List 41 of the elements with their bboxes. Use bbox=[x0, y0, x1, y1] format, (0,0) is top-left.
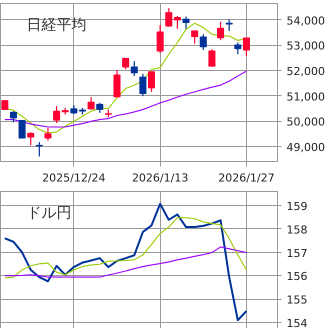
x-tick-label: 2026/1/27 bbox=[218, 172, 275, 184]
candlestick bbox=[113, 70, 121, 98]
y-tick-label: 154 bbox=[286, 316, 308, 328]
candlestick bbox=[36, 141, 43, 158]
candlestick bbox=[10, 110, 17, 123]
candlestick bbox=[96, 102, 104, 114]
line-series bbox=[4, 246, 247, 278]
y-tick-label: 53,000 bbox=[286, 40, 325, 53]
candlestick bbox=[130, 60, 138, 77]
candlestick bbox=[226, 18, 233, 32]
candlestick bbox=[191, 30, 198, 44]
candlestick bbox=[148, 71, 156, 92]
line-series bbox=[4, 202, 248, 322]
candlestick bbox=[44, 127, 52, 142]
line-series bbox=[4, 70, 247, 128]
y-tick-label: 50,000 bbox=[286, 116, 325, 129]
y-tick-label: 49,000 bbox=[286, 140, 325, 154]
y-tick-label: 155 bbox=[286, 294, 308, 307]
candlestick bbox=[200, 34, 207, 51]
candlestick bbox=[242, 37, 250, 57]
y-tick-label: 52,000 bbox=[286, 64, 325, 78]
candlestick bbox=[208, 48, 216, 68]
y-tick-label: 159 bbox=[286, 200, 308, 214]
candlestick bbox=[182, 16, 190, 30]
x-tick-label: 2026/1/13 bbox=[132, 172, 188, 184]
candlestick bbox=[88, 96, 95, 110]
candlestick bbox=[122, 58, 130, 70]
candlestick bbox=[234, 42, 242, 55]
candlestick bbox=[18, 120, 26, 138]
candlestick bbox=[27, 132, 34, 146]
y-tick-label: 54,000 bbox=[286, 14, 325, 28]
y-tick-label: 158 bbox=[286, 223, 308, 236]
y-tick-label: 51,000 bbox=[286, 90, 325, 104]
candlestick bbox=[156, 24, 164, 54]
candlestick bbox=[217, 21, 224, 41]
text: 日経平均 bbox=[26, 16, 86, 34]
candlestick bbox=[139, 73, 146, 97]
y-tick-label: 157 bbox=[286, 246, 308, 260]
text: ドル円 bbox=[26, 204, 72, 222]
x-tick-label: 2025/12/24 bbox=[42, 172, 106, 184]
y-tick-label: 156 bbox=[286, 270, 308, 284]
